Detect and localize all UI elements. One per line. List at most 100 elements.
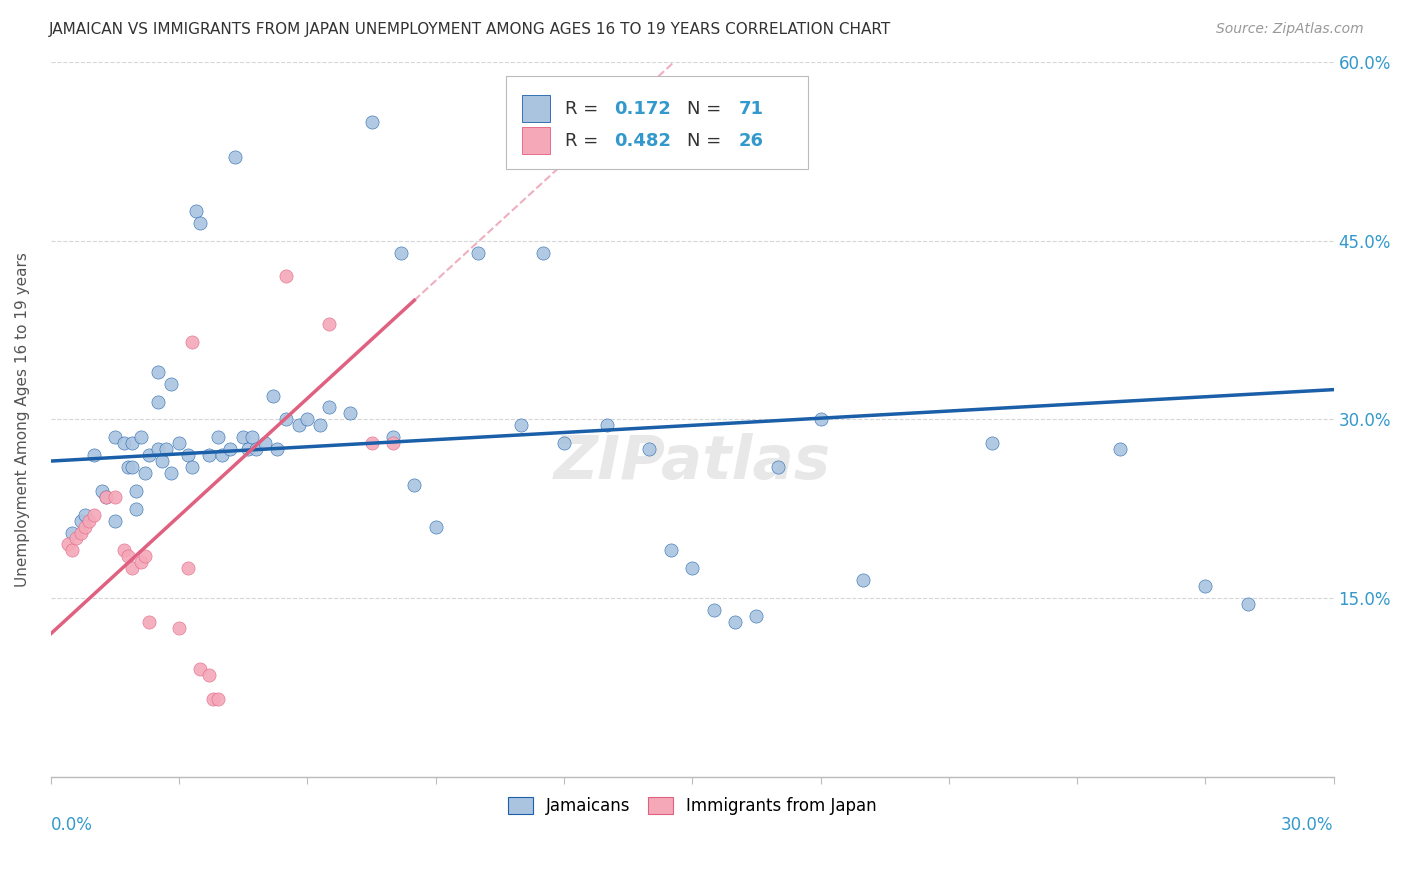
Point [1194, 579, 1216, 593]
Point [980, 436, 1002, 450]
Point [703, 603, 725, 617]
Point [724, 615, 747, 629]
Point [339, 406, 361, 420]
Text: N =: N = [688, 132, 727, 150]
Point [274, 269, 297, 284]
Legend: Jamaicans, Immigrants from Japan: Jamaicans, Immigrants from Japan [502, 790, 883, 822]
Bar [506, 77, 807, 169]
Point [125, 483, 148, 498]
Y-axis label: Unemployment Among Ages 16 to 19 years: Unemployment Among Ages 16 to 19 years [15, 252, 30, 587]
Point [104, 514, 127, 528]
Point [198, 668, 221, 682]
Point [852, 573, 875, 587]
Point [146, 394, 169, 409]
Point [112, 543, 135, 558]
Point [297, 412, 319, 426]
Text: 30.0%: 30.0% [1281, 816, 1334, 834]
Point [638, 442, 661, 457]
Text: 26: 26 [738, 132, 763, 150]
Point [150, 454, 173, 468]
Point [553, 436, 575, 450]
Point [104, 430, 127, 444]
Point [467, 245, 489, 260]
Point [73, 519, 96, 533]
Point [121, 436, 143, 450]
Point [659, 543, 682, 558]
Point [146, 365, 169, 379]
Point [596, 418, 619, 433]
Point [134, 466, 156, 480]
Point [207, 430, 229, 444]
Point [404, 478, 426, 492]
Point [266, 442, 288, 457]
Text: R =: R = [565, 132, 605, 150]
Text: R =: R = [565, 100, 605, 118]
Point [65, 532, 87, 546]
Point [288, 418, 311, 433]
Text: ZIPatlas: ZIPatlas [554, 433, 831, 491]
Text: 0.172: 0.172 [614, 100, 671, 118]
Point [83, 508, 105, 522]
Point [176, 561, 198, 575]
Text: 71: 71 [738, 100, 763, 118]
Point [787, 150, 810, 164]
Point [181, 334, 204, 349]
Point [810, 412, 832, 426]
Point [309, 418, 332, 433]
Point [274, 412, 297, 426]
Point [1237, 597, 1260, 611]
Point [531, 245, 554, 260]
Point [56, 537, 79, 551]
Point [381, 430, 404, 444]
Point [155, 442, 177, 457]
Point [240, 430, 263, 444]
Point [224, 150, 246, 164]
Point [766, 460, 789, 475]
Point [190, 663, 212, 677]
Point [159, 376, 181, 391]
Text: Source: ZipAtlas.com: Source: ZipAtlas.com [1216, 22, 1364, 37]
Point [1108, 442, 1130, 457]
Point [681, 561, 703, 575]
Point [159, 466, 181, 480]
Point [186, 204, 208, 219]
Bar [522, 95, 550, 122]
Point [69, 525, 91, 540]
Bar [522, 128, 550, 154]
Point [236, 442, 259, 457]
Point [391, 245, 413, 260]
Point [117, 460, 139, 475]
Point [167, 621, 190, 635]
Point [745, 608, 768, 623]
Point [253, 436, 276, 450]
Point [167, 436, 190, 450]
Point [83, 448, 105, 462]
Point [134, 549, 156, 564]
Point [245, 442, 267, 457]
Point [121, 460, 143, 475]
Point [211, 448, 233, 462]
Point [60, 543, 83, 558]
Point [202, 692, 225, 706]
Point [146, 442, 169, 457]
Text: N =: N = [688, 100, 727, 118]
Text: 0.0%: 0.0% [51, 816, 93, 834]
Point [117, 549, 139, 564]
Point [60, 525, 83, 540]
Point [96, 490, 118, 504]
Point [129, 555, 152, 569]
Point [176, 448, 198, 462]
Point [510, 418, 533, 433]
Point [104, 490, 127, 504]
Point [190, 216, 212, 230]
Text: 0.482: 0.482 [614, 132, 671, 150]
Point [425, 519, 447, 533]
Point [360, 114, 382, 128]
Point [129, 430, 152, 444]
Point [125, 501, 148, 516]
Point [112, 436, 135, 450]
Point [138, 615, 160, 629]
Point [318, 317, 340, 331]
Point [360, 436, 382, 450]
Point [381, 436, 404, 450]
